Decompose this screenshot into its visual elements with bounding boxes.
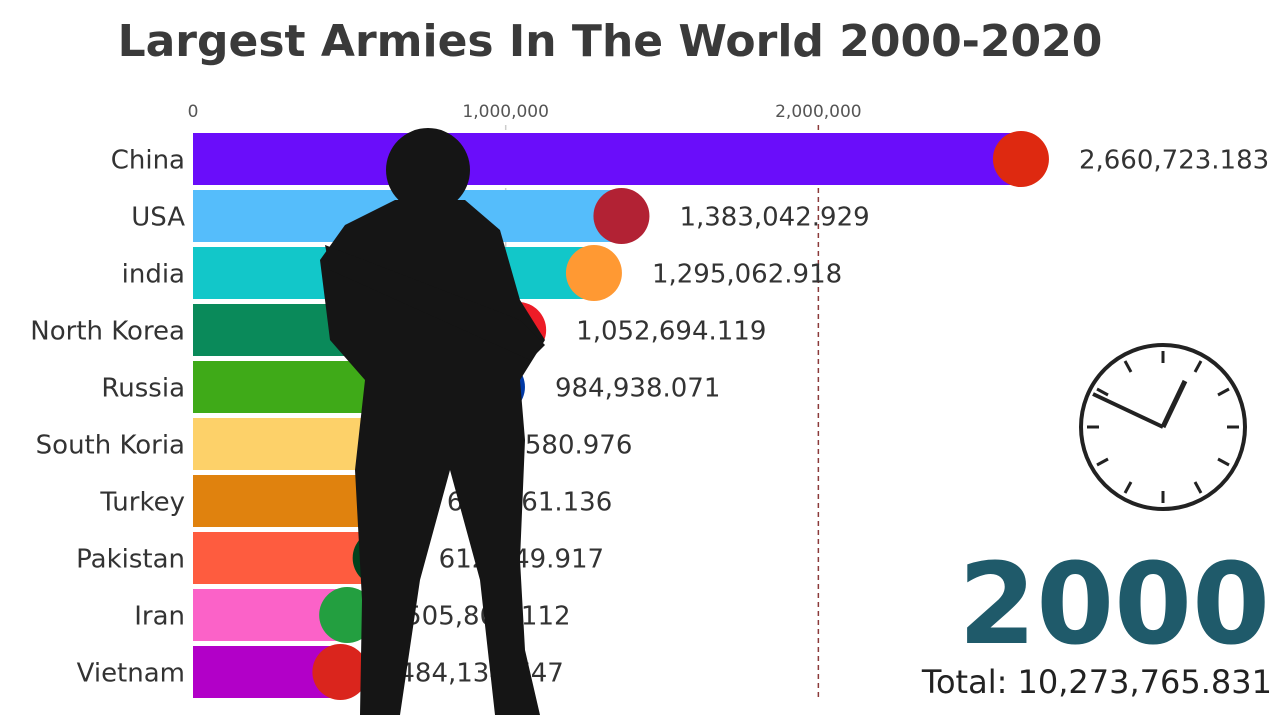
category-label: USA [131,203,185,233]
category-label: North Korea [30,317,185,347]
flag [312,644,369,700]
value-label: 2,660,723.183 [1079,146,1269,176]
value-label: 1,383,042.929 [679,203,869,233]
x-tick-label: 1,000,000 [462,102,549,122]
clock [1079,343,1247,511]
year: 2000 [958,540,1270,670]
value-label: 984,938.071 [555,374,720,404]
category-label: China [111,146,185,176]
total: Total: 10,273,765.831 [921,663,1272,701]
category-label: South Koria [36,431,185,461]
category-label: Pakistan [76,545,185,575]
value-label: 1,295,062.918 [652,260,842,290]
category-label: Russia [101,374,185,404]
x-tick-label: 2,000,000 [775,102,862,122]
flag [593,188,650,244]
category-label: Turkey [99,488,185,518]
flag [565,245,622,301]
value-label: 484,134.747 [398,659,563,689]
x-tick-label: 0 [188,102,199,122]
soldier-image [320,128,545,715]
bar [193,133,1025,185]
category-label: Iran [134,602,185,632]
flag [319,587,376,643]
value-label: 612,949.917 [439,545,604,575]
value-label: 1,052,694.119 [576,317,766,347]
category-label: Vietnam [77,659,185,689]
flag [992,131,1049,187]
category-label: india [122,260,185,290]
chart-title: Largest Armies In The World 2000-2020 [118,16,1103,67]
